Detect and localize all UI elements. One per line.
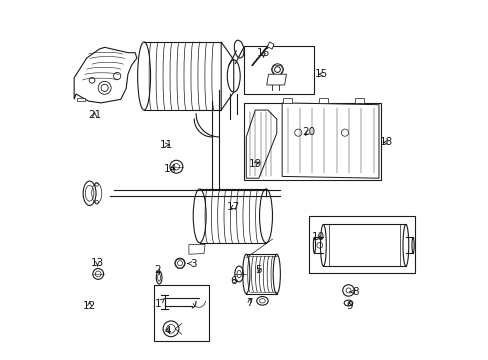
Bar <box>154 285 208 341</box>
Polygon shape <box>267 42 273 49</box>
Polygon shape <box>77 98 85 101</box>
Text: 19: 19 <box>248 159 262 169</box>
Bar <box>244 45 314 94</box>
Polygon shape <box>319 98 327 103</box>
Text: 20: 20 <box>302 127 315 136</box>
Text: 18: 18 <box>379 138 392 147</box>
Text: 9: 9 <box>346 301 352 311</box>
Bar <box>308 216 414 273</box>
Text: 10: 10 <box>311 232 324 242</box>
Text: 17: 17 <box>226 202 240 212</box>
Polygon shape <box>221 42 233 110</box>
Polygon shape <box>188 244 204 254</box>
Polygon shape <box>246 110 276 178</box>
Text: 1: 1 <box>155 298 164 309</box>
Text: 5: 5 <box>255 265 262 275</box>
Text: 15: 15 <box>314 69 327 79</box>
Polygon shape <box>282 103 378 178</box>
Text: 4: 4 <box>164 325 170 336</box>
Text: 16: 16 <box>256 48 269 58</box>
Text: 12: 12 <box>83 301 96 311</box>
Text: 3: 3 <box>187 258 197 269</box>
Text: 6: 6 <box>230 276 237 286</box>
Text: 13: 13 <box>91 258 104 268</box>
Text: 2: 2 <box>154 265 161 275</box>
Polygon shape <box>266 74 286 85</box>
Polygon shape <box>354 98 363 103</box>
Text: 21: 21 <box>88 110 101 120</box>
Polygon shape <box>283 98 291 103</box>
Text: 7: 7 <box>246 298 253 308</box>
Polygon shape <box>74 47 137 103</box>
Text: 8: 8 <box>349 287 358 297</box>
Text: 14: 14 <box>163 163 177 174</box>
Bar <box>244 103 380 180</box>
Text: 11: 11 <box>160 140 173 150</box>
